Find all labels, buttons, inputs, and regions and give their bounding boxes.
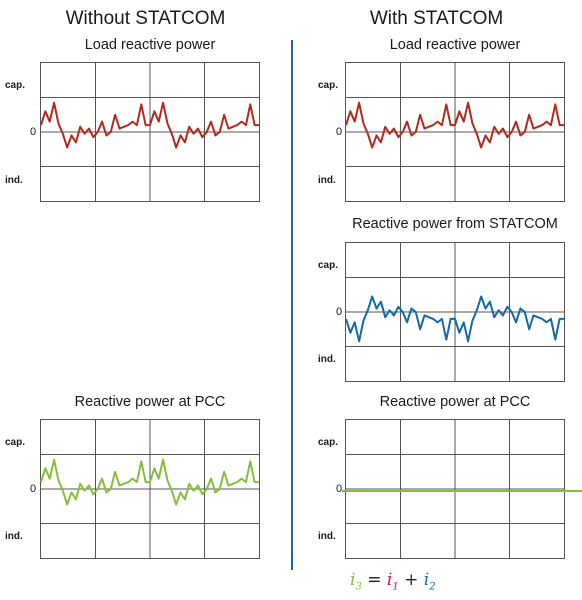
right-pcc-title: Reactive power at PCC bbox=[379, 394, 531, 410]
formula-i3: i3 bbox=[350, 570, 362, 593]
right-column-title: With STATCOM bbox=[369, 8, 504, 29]
left-load-title: Load reactive power bbox=[84, 37, 216, 53]
formula-i1: i1 bbox=[386, 570, 399, 593]
right-statcom-svg bbox=[345, 243, 564, 381]
waveform-line bbox=[345, 101, 564, 149]
current-sum-formula: i3 = i1 + i2 bbox=[350, 570, 436, 592]
left-pcc-cap-label: cap. bbox=[5, 437, 26, 448]
left-load-svg bbox=[40, 63, 259, 201]
right-load-cap-label: cap. bbox=[318, 80, 339, 91]
waveform-line bbox=[345, 295, 564, 343]
left-pcc-title: Reactive power at PCC bbox=[74, 394, 226, 410]
right-load-zero-label: 0 bbox=[336, 126, 343, 138]
waveform-line bbox=[40, 458, 259, 506]
right-pcc-cap-label: cap. bbox=[318, 437, 339, 448]
right-pcc-svg bbox=[342, 420, 582, 558]
left-load-cap-label: cap. bbox=[5, 80, 26, 91]
left-pcc-zero-label: 0 bbox=[30, 483, 37, 495]
right-load-svg bbox=[345, 63, 564, 201]
right-load-plot bbox=[345, 62, 565, 202]
left-load-zero-label: 0 bbox=[30, 126, 37, 138]
right-statcom-zero-label: 0 bbox=[336, 306, 343, 318]
right-statcom-cap-label: cap. bbox=[318, 260, 339, 271]
column-divider bbox=[291, 40, 293, 570]
left-column-title: Without STATCOM bbox=[65, 8, 226, 29]
right-load-ind-label: ind. bbox=[318, 175, 336, 186]
formula-equals: = bbox=[361, 570, 387, 590]
waveform-line bbox=[40, 101, 259, 149]
right-statcom-plot bbox=[345, 242, 565, 382]
left-pcc-ind-label: ind. bbox=[5, 531, 23, 542]
formula-i2: i2 bbox=[423, 570, 436, 593]
right-statcom-ind-label: ind. bbox=[318, 354, 336, 365]
left-pcc-svg bbox=[40, 420, 259, 558]
right-load-title: Load reactive power bbox=[389, 37, 521, 53]
right-pcc-plot bbox=[342, 419, 582, 559]
formula-plus: + bbox=[398, 570, 424, 590]
left-load-plot bbox=[40, 62, 260, 202]
right-statcom-title: Reactive power from STATCOM bbox=[352, 216, 558, 232]
right-pcc-zero-label: 0 bbox=[336, 483, 343, 495]
right-pcc-ind-label: ind. bbox=[318, 531, 336, 542]
left-load-ind-label: ind. bbox=[5, 175, 23, 186]
left-pcc-plot bbox=[40, 419, 260, 559]
